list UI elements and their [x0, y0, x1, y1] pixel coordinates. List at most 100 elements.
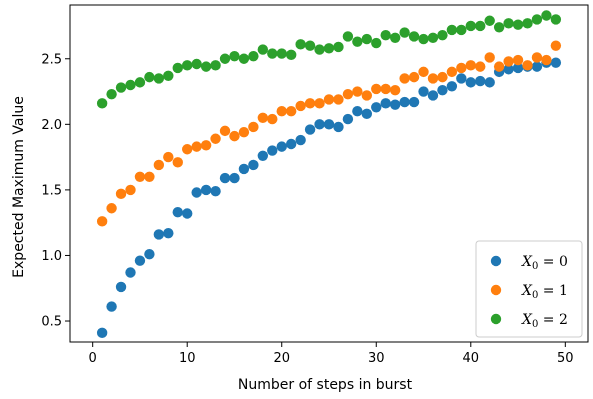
data-point: [96, 98, 108, 109]
data-point: [200, 140, 212, 151]
data-point: [323, 43, 335, 54]
data-point: [115, 82, 127, 93]
data-point: [134, 77, 146, 88]
data-point: [503, 64, 514, 75]
y-tick-label: 2.0: [41, 118, 62, 133]
data-point: [257, 44, 269, 55]
data-point: [276, 48, 287, 59]
data-point: [295, 134, 306, 146]
data-point: [531, 14, 543, 25]
data-point: [531, 52, 543, 63]
data-point: [295, 39, 306, 50]
data-point: [456, 24, 467, 36]
data-point: [380, 83, 391, 95]
legend-entry: X0 = 1: [521, 283, 568, 301]
data-point: [257, 150, 269, 161]
data-point: [465, 20, 476, 32]
data-point: [475, 75, 486, 87]
data-point: [550, 57, 562, 68]
data-point: [342, 113, 354, 125]
data-point: [238, 53, 250, 64]
data-point: [522, 60, 533, 71]
data-point: [200, 184, 212, 196]
data-point: [456, 62, 467, 74]
data-point: [333, 121, 344, 133]
data-point: [144, 248, 155, 260]
y-tick-label: 0.5: [41, 315, 62, 330]
data-point: [541, 54, 552, 66]
data-point: [295, 100, 306, 112]
data-point: [484, 77, 495, 88]
data-point: [106, 203, 117, 214]
data-point: [493, 22, 505, 33]
data-point: [333, 94, 344, 105]
data-point: [550, 40, 562, 51]
data-point: [323, 119, 335, 130]
data-point: [408, 31, 420, 42]
data-point: [361, 33, 373, 45]
data-point: [371, 102, 382, 113]
data-point: [163, 70, 174, 82]
data-point: [512, 62, 524, 74]
data-point: [399, 73, 410, 84]
x-tick-label: 0: [89, 351, 97, 366]
plot-frame: [69, 4, 589, 343]
data-point: [475, 20, 486, 32]
legend-marker: [490, 284, 502, 296]
data-point: [182, 60, 193, 71]
series-1: [96, 40, 562, 227]
data-point: [219, 53, 231, 64]
y-tick-label: 1.0: [41, 249, 62, 264]
data-point: [380, 98, 391, 109]
data-point: [465, 60, 476, 71]
data-point: [352, 36, 363, 47]
data-point: [446, 81, 458, 92]
data-point: [144, 71, 155, 83]
data-point: [333, 41, 344, 53]
data-point: [399, 96, 410, 108]
data-point: [125, 267, 136, 278]
data-point: [191, 187, 202, 198]
data-point: [484, 15, 495, 26]
data-point: [446, 24, 458, 36]
data-point: [323, 94, 335, 105]
data-point: [276, 141, 287, 152]
data-point: [380, 29, 391, 41]
data-point: [522, 18, 533, 29]
plot-area: 0 10 20 30 40 50 0.5 1.0 1.5 2.0 2.5: [41, 4, 589, 366]
legend: X0 = 0 X0 = 1 X0 = 2: [475, 240, 583, 338]
y-axis-label: Expected Maximum Value: [11, 96, 27, 278]
data-point: [153, 159, 165, 171]
data-point: [389, 85, 401, 96]
data-point: [257, 112, 269, 123]
data-point: [144, 171, 155, 182]
data-point: [304, 124, 316, 135]
data-point: [437, 85, 448, 96]
data-point: [172, 62, 183, 74]
data-point: [503, 18, 514, 29]
x-axis-label: Number of steps in burst: [238, 377, 413, 393]
data-point: [437, 29, 448, 41]
y-tick-label: 1.5: [41, 183, 62, 198]
data-point: [115, 188, 127, 200]
data-point: [427, 73, 439, 84]
data-point: [219, 172, 231, 184]
x-tick-label: 30: [368, 351, 385, 366]
data-point: [512, 19, 524, 30]
data-point: [163, 151, 174, 163]
data-point: [153, 73, 165, 84]
data-point: [248, 121, 259, 133]
data-point: [96, 216, 108, 227]
data-point: [106, 88, 117, 100]
data-point: [248, 50, 259, 62]
data-point: [285, 138, 297, 150]
data-point: [285, 106, 297, 117]
data-point: [238, 126, 250, 138]
data-point: [219, 125, 231, 137]
data-point: [352, 86, 363, 97]
data-point: [314, 98, 325, 109]
data-point: [371, 37, 382, 49]
data-point: [427, 32, 439, 43]
data-point: [484, 52, 495, 63]
